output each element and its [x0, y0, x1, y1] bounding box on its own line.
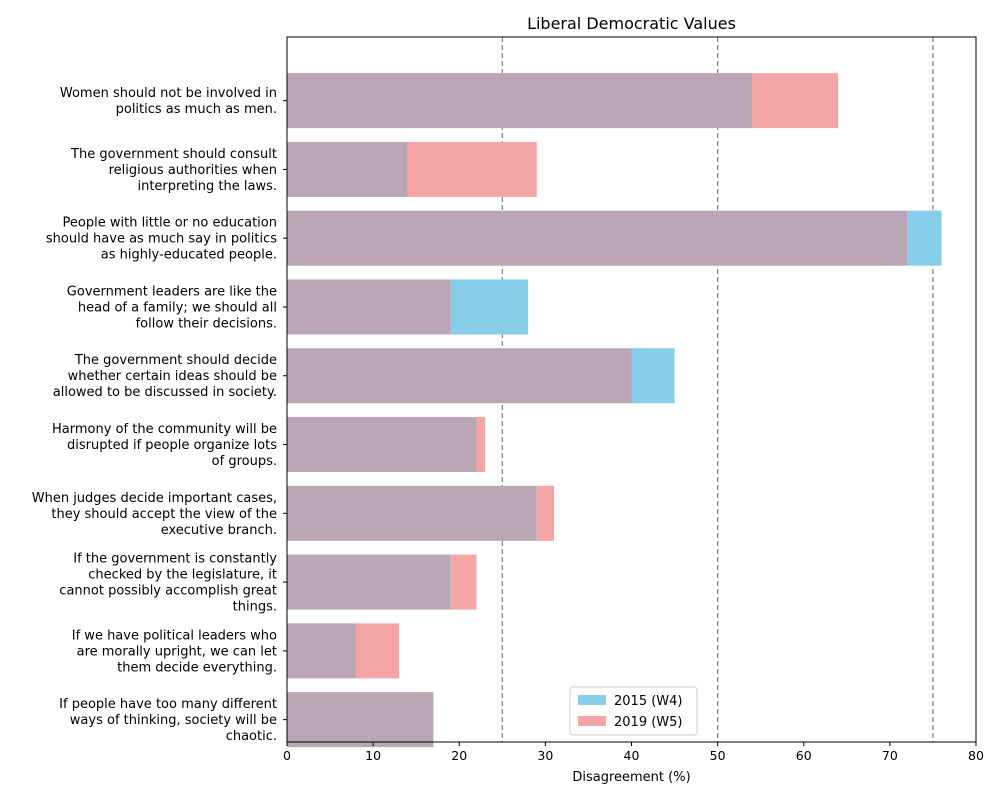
bar-segment-overlap: [287, 417, 477, 473]
category-label: The government should consult religious a…: [70, 147, 277, 194]
legend-label: 2019 (W5): [614, 715, 683, 730]
x-tick-label: 10: [365, 748, 381, 763]
category-label: If the government is constantly checked b…: [59, 552, 277, 615]
bar-segment-overlap: [287, 279, 451, 335]
bar-segment-overlap: [287, 554, 451, 610]
legend-label: 2015 (W4): [614, 694, 683, 709]
bar-segment-overlap: [287, 485, 537, 541]
bar-segment-difference: [450, 279, 529, 335]
bar-segment-difference: [752, 73, 839, 129]
legend: 2015 (W4) 2019 (W5): [569, 686, 698, 736]
category-label: If people have too many different ways of…: [59, 697, 277, 744]
category-label: People with little or no education should…: [46, 216, 277, 263]
bar-segment-difference: [536, 485, 554, 541]
bar-segment-difference: [407, 141, 537, 197]
bars: [287, 73, 942, 748]
bar-segment-overlap: [287, 623, 356, 679]
bar-segment-overlap: [287, 210, 908, 266]
legend-swatch: [578, 695, 606, 705]
x-axis-label: Disagreement (%): [572, 770, 690, 785]
bar-segment-difference: [355, 623, 399, 679]
x-tick-label: 30: [537, 748, 553, 763]
x-tick-label: 50: [710, 748, 726, 763]
category-label: Harmony of the community will be disrupte…: [52, 422, 277, 469]
bar-segment-difference: [907, 210, 942, 266]
category-label: If we have political leaders who are mora…: [72, 628, 277, 675]
bar-segment-overlap: [287, 141, 408, 197]
category-label: Government leaders are like the head of a…: [67, 284, 277, 331]
bar-segment-difference: [450, 554, 477, 610]
x-tick-label: 0: [283, 748, 291, 763]
x-tick-label: 60: [796, 748, 812, 763]
category-label: The government should decide whether cert…: [53, 353, 277, 400]
bar-segment-difference: [631, 348, 675, 404]
x-tick-label: 70: [882, 748, 898, 763]
bar-segment-overlap: [287, 348, 632, 404]
x-axis: 0 10 20 30 40 50 60 70 80: [283, 742, 984, 763]
y-axis: Women should not be involved in politics …: [32, 86, 287, 744]
legend-swatch: [578, 716, 606, 726]
category-label: Women should not be involved in politics …: [60, 86, 277, 117]
chart-title: Liberal Democratic Values: [527, 14, 736, 33]
bar-segment-difference: [476, 417, 486, 473]
x-tick-label: 80: [968, 748, 984, 763]
bar-segment-overlap: [287, 73, 753, 129]
x-tick-label: 40: [624, 748, 640, 763]
bar-segment-overlap: [287, 692, 434, 748]
category-label: When judges decide important cases, they …: [32, 491, 277, 538]
x-tick-label: 20: [451, 748, 467, 763]
